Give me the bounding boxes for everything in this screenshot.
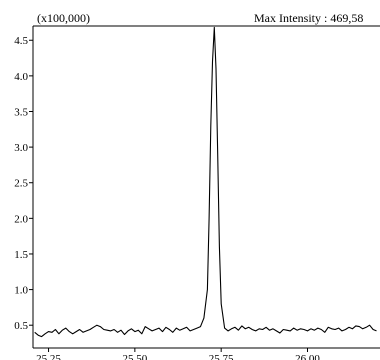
y-tick-label: 3.0 xyxy=(14,142,28,154)
y-tick-label: 1.0 xyxy=(14,285,28,297)
x-tick-label: 25.75 xyxy=(209,353,234,360)
y-tick-label: 2.0 xyxy=(14,213,28,225)
y-tick-label: 4.0 xyxy=(14,71,28,83)
y-tick-label: 4.5 xyxy=(14,35,28,47)
y-tick-label: 2.5 xyxy=(14,178,28,190)
y-tick-label: 1.5 xyxy=(14,249,28,261)
multiplier-label: (x100,000) xyxy=(37,11,90,25)
y-tick-label: 0.5 xyxy=(14,320,28,332)
x-tick-label: 26.00 xyxy=(295,353,320,360)
max-intensity-label: Max Intensity : 469,58 xyxy=(254,11,363,25)
y-tick-label: 3.5 xyxy=(14,106,28,118)
x-tick-label: 25.50 xyxy=(122,353,147,360)
x-tick-label: 25.25 xyxy=(36,353,61,360)
chromatogram-trace-line xyxy=(34,26,377,338)
